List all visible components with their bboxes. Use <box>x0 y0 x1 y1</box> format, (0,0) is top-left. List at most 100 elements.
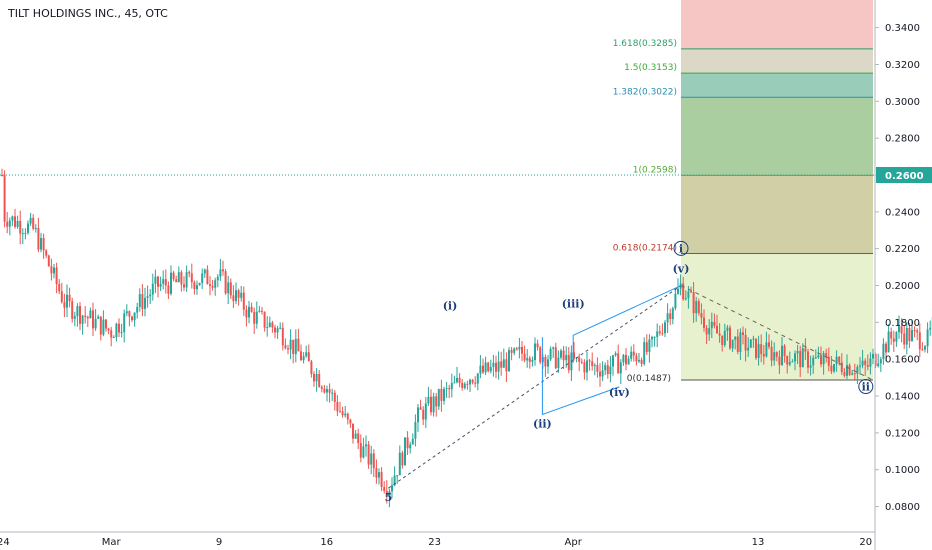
candle-body <box>328 389 331 393</box>
candle-body <box>445 388 448 390</box>
candle-body <box>34 228 37 230</box>
candle-body <box>562 350 565 361</box>
fib-level-label: 1.382(0.3022) <box>613 87 677 97</box>
candle-body <box>864 360 867 366</box>
candle-body <box>266 326 269 328</box>
y-tick-label: 0.2400 <box>885 207 920 218</box>
candle-body <box>690 291 692 293</box>
candle-body <box>861 360 864 366</box>
candle-body <box>656 331 659 337</box>
candle-body <box>245 309 248 318</box>
candle-body <box>469 379 471 385</box>
candle-body <box>687 291 690 299</box>
candle-body <box>133 312 136 321</box>
candle-body <box>42 238 45 251</box>
candle-body <box>887 331 890 353</box>
candle-body <box>424 403 427 420</box>
candle-body <box>250 306 253 312</box>
candle-body <box>599 371 601 377</box>
candle-body <box>115 323 118 338</box>
candle-body <box>86 316 89 319</box>
candle-body <box>94 318 97 329</box>
candle-body <box>341 411 344 416</box>
candle-body <box>692 292 695 314</box>
candle-body <box>248 306 250 318</box>
candle-body <box>307 352 310 362</box>
candle-body <box>601 370 604 377</box>
candle-body <box>144 297 146 309</box>
candle-body <box>73 316 76 319</box>
candle-body <box>489 367 492 372</box>
candle-body <box>500 361 503 368</box>
candle-body <box>339 411 341 413</box>
candle-body <box>107 328 110 331</box>
candle-body <box>833 364 835 372</box>
candle-body <box>874 353 877 367</box>
candle-body <box>162 279 165 284</box>
candle-body <box>632 351 635 356</box>
candle-body <box>549 348 552 360</box>
candle-body <box>404 437 406 466</box>
candle-body <box>619 362 622 374</box>
candle-body <box>513 348 516 353</box>
candle-body <box>755 338 757 358</box>
candle-body <box>154 276 157 284</box>
candle-body <box>609 366 612 375</box>
candle-body <box>268 322 271 327</box>
x-tick-label: 23 <box>428 537 441 548</box>
candle-body <box>908 328 911 341</box>
candle-body <box>450 382 453 390</box>
candle-body <box>344 413 347 416</box>
overlays: 5(i)(ii)(iii)(iv)(v)iii(i)(ii)(iii)E <box>0 174 875 504</box>
candle-body <box>658 331 661 334</box>
candle-body <box>804 348 807 352</box>
candle-body <box>11 216 14 221</box>
fib-band <box>681 97 873 176</box>
candle-body <box>141 294 144 309</box>
candle-body <box>796 351 799 354</box>
candle-body <box>622 355 625 363</box>
candle-body <box>840 362 843 372</box>
candle-body <box>809 365 812 368</box>
candle-body <box>331 392 334 394</box>
y-tick-label: 0.3400 <box>885 23 920 34</box>
candle-body <box>528 358 531 362</box>
candle-body <box>684 298 687 300</box>
fib-band <box>681 73 873 98</box>
candle-body <box>918 332 921 350</box>
candle-body <box>58 283 61 292</box>
candle-body <box>201 273 204 283</box>
candle-body <box>333 392 336 402</box>
candle-body <box>271 322 274 328</box>
candle-body <box>138 294 141 307</box>
candle-body <box>573 352 575 359</box>
candle-body <box>300 351 302 361</box>
projection-line <box>680 285 874 381</box>
candle-body <box>801 348 804 368</box>
candle-body <box>294 338 297 355</box>
candle-body <box>255 311 258 324</box>
candle-body <box>279 327 282 329</box>
candle-body <box>560 350 562 358</box>
candle-body <box>820 355 822 365</box>
y-tick-label: 0.1800 <box>885 318 920 329</box>
candle-body <box>198 282 201 286</box>
candle-body <box>510 350 513 353</box>
candle-body <box>3 175 6 222</box>
candle-body <box>807 351 809 368</box>
candle-body <box>214 280 217 288</box>
candle-body <box>773 352 776 361</box>
candle-body <box>349 419 352 424</box>
candle-body <box>466 383 469 385</box>
fib-band <box>681 0 873 49</box>
candle-body <box>479 365 482 374</box>
candle-body <box>185 272 188 288</box>
candle-body <box>367 444 370 465</box>
candle-body <box>695 301 698 314</box>
candle-body <box>414 422 417 439</box>
candle-body <box>708 328 711 335</box>
candle-body <box>879 359 882 364</box>
candle-body <box>336 401 339 412</box>
candle-body <box>146 296 149 298</box>
